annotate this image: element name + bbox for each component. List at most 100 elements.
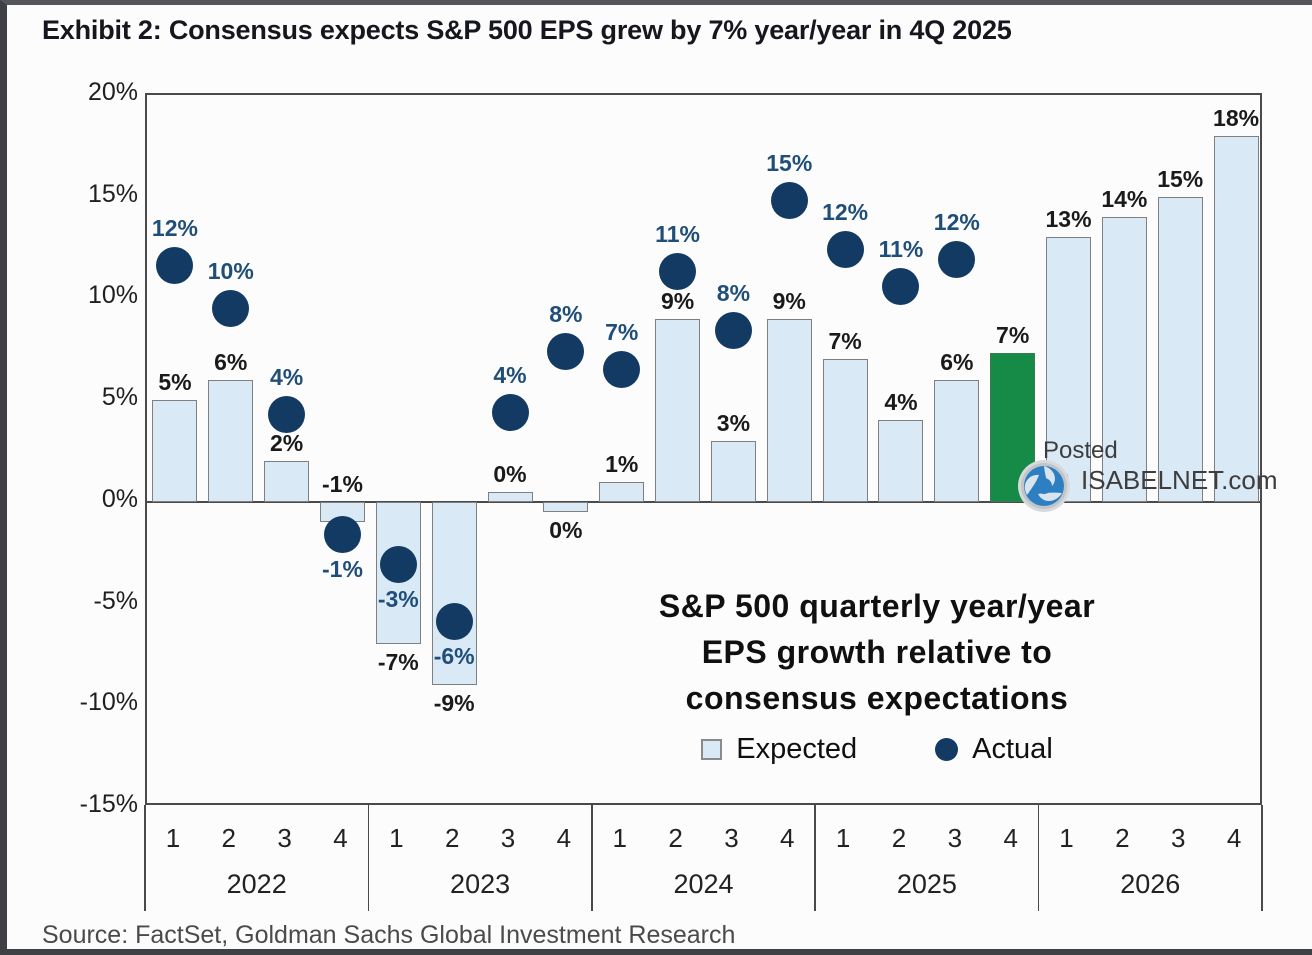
bar-2025-q1 (822, 359, 868, 502)
legend-expected-label: Expected (736, 733, 858, 765)
bar-label-2026-q3: 15% (1157, 165, 1204, 192)
y-tick--15: -15% (79, 790, 138, 818)
year-divider (814, 805, 816, 911)
dot-2023-q1 (379, 546, 417, 584)
bar-2025-q2 (878, 420, 924, 502)
quarter-label-2022-q1: 1 (165, 823, 181, 853)
bar-label-2022-q4: -1% (322, 470, 363, 497)
dot-label-2024-q1: 7% (605, 319, 639, 346)
annotation-line-1: S&P 500 quarterly year/year (658, 588, 1096, 624)
bar-label-2025-q2: 4% (884, 389, 918, 416)
year-divider (1037, 805, 1040, 911)
quarter-label-2026-q2: 2 (1115, 823, 1130, 853)
chart-title: Exhibit 2: Consensus expects S&P 500 EPS… (42, 15, 1012, 45)
bar-2024-q1 (599, 481, 645, 502)
year-divider (1261, 805, 1263, 911)
bar-2026-q2 (1101, 217, 1147, 502)
bar-2022-q3 (264, 461, 310, 502)
y-tick-5: 5% (101, 383, 138, 412)
quarter-label-2025-q3: 3 (947, 823, 963, 853)
dot-label-2025-q3: 12% (933, 209, 980, 236)
bar-label-2024-q1: 1% (605, 450, 639, 477)
quarter-label-2023-q2: 2 (444, 823, 460, 853)
year-label-2025: 2025 (896, 869, 957, 899)
bar-label-2026-q1: 13% (1045, 206, 1092, 233)
year-divider (367, 805, 370, 911)
dot-label-2024-q4: 15% (766, 150, 813, 177)
bar-2023-q3 (487, 491, 533, 502)
quarter-label-2025-q4: 4 (1003, 823, 1018, 853)
bar-2024-q3 (710, 440, 756, 502)
dot-label-2022-q3: 4% (270, 363, 304, 390)
dot-label-2022-q4: -1% (322, 555, 363, 582)
bar-2026-q4 (1213, 135, 1259, 502)
year-label-2024: 2024 (673, 869, 734, 899)
dot-2024-q2 (659, 253, 697, 291)
y-tick-10: 10% (87, 281, 138, 310)
dot-2023-q4 (547, 332, 585, 370)
dot-2025-q3 (938, 241, 976, 279)
quarter-label-2025-q1: 1 (835, 823, 851, 853)
year-divider (144, 805, 146, 911)
legend-expected-swatch-icon (701, 739, 723, 760)
bar-label-2022-q3: 2% (270, 430, 304, 457)
dot-2023-q2 (435, 603, 473, 641)
bar-label-2026-q4: 18% (1213, 104, 1260, 131)
bar-label-2025-q1: 7% (828, 328, 862, 355)
quarter-label-2023-q4: 4 (556, 823, 572, 853)
bar-label-2024-q4: 9% (772, 287, 806, 314)
quarter-label-2026-q1: 1 (1059, 823, 1074, 853)
dot-label-2022-q1: 12% (151, 215, 198, 242)
bar-label-2024-q3: 3% (716, 409, 751, 436)
annotation-line-2: EPS growth relative to (701, 634, 1053, 670)
bar-2024-q4 (766, 318, 812, 502)
quarter-label-2024-q4: 4 (780, 823, 795, 853)
y-tick--5: -5% (93, 586, 138, 615)
bar-label-2025-q4: 7% (996, 322, 1030, 349)
quarter-label-2026-q3: 3 (1170, 823, 1186, 853)
chart-annotation: S&P 500 quarterly year/year EPS growth r… (567, 583, 1187, 721)
y-tick--10: -10% (79, 688, 138, 717)
quarter-label-2024-q1: 1 (612, 823, 627, 853)
dot-2024-q3 (714, 312, 752, 350)
dot-label-2023-q2: -6% (433, 643, 475, 670)
y-tick-20: 20% (87, 78, 138, 106)
y-tick-15: 15% (87, 179, 138, 208)
dot-label-2023-q1: -3% (377, 586, 419, 613)
bar-2024-q2 (655, 318, 701, 502)
zero-baseline (147, 500, 1260, 503)
quarter-label-2025-q2: 2 (891, 823, 907, 853)
bar-label-2022-q2: 6% (214, 348, 248, 375)
annotation-line-3: consensus expectations (685, 680, 1069, 716)
dot-2024-q1 (603, 351, 641, 389)
bar-label-2023-q1: -7% (377, 649, 419, 676)
bar-label-2023-q3: 0% (493, 460, 527, 487)
bar-label-2026-q2: 14% (1101, 186, 1148, 213)
bar-label-2022-q1: 5% (158, 369, 192, 396)
bar-2025-q3 (934, 379, 980, 502)
dot-2025-q1 (826, 231, 864, 269)
year-label-2022: 2022 (226, 869, 287, 899)
dot-2022-q2 (212, 290, 250, 328)
quarter-label-2022-q3: 3 (277, 823, 292, 853)
dot-label-2024-q3: 8% (716, 280, 751, 307)
year-label-2023: 2023 (450, 869, 511, 899)
dot-label-2025-q2: 11% (878, 235, 924, 262)
bar-label-2023-q4: 0% (549, 517, 583, 544)
dot-label-2023-q4: 8% (549, 300, 583, 327)
dot-2022-q1 (156, 247, 194, 285)
bar-2023-q4 (543, 501, 589, 512)
bar-2026-q3 (1157, 196, 1203, 502)
quarter-label-2022-q4: 4 (333, 823, 348, 853)
dot-label-2022-q2: 10% (207, 258, 254, 285)
quarter-label-2024-q3: 3 (724, 823, 739, 853)
legend-actual-label: Actual (972, 733, 1053, 765)
quarter-label-2023-q3: 3 (500, 823, 516, 853)
watermark-isabelnet: ISABELNET.com (1081, 465, 1278, 495)
dot-label-2023-q3: 4% (493, 361, 527, 388)
dot-2025-q2 (882, 267, 920, 305)
dot-2023-q3 (491, 393, 529, 431)
bar-label-2023-q2: -9% (433, 689, 475, 716)
bar-2022-q2 (208, 379, 254, 502)
year-label-2026: 2026 (1120, 869, 1181, 899)
